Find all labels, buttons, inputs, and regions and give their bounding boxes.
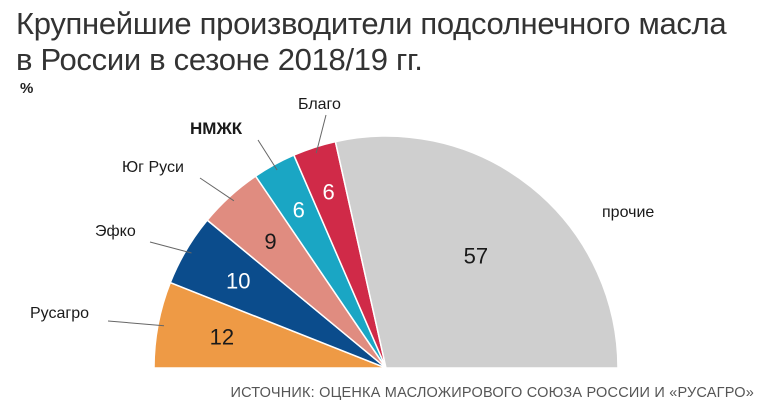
leader-line-нмжк [257, 139, 278, 171]
chart-title: Крупнейшие производители подсолнечного м… [16, 6, 756, 78]
value-label-русагро: 12 [210, 325, 234, 350]
value-label-благо: 6 [322, 180, 334, 205]
category-label-нмжк: НМЖК [190, 119, 243, 138]
unit-label: % [20, 80, 34, 97]
leader-line-благо [315, 114, 327, 154]
value-label-юг-руси: 9 [264, 229, 276, 254]
category-label-эфко: Эфко [95, 223, 136, 240]
source-note: ИСТОЧНИК: ОЦЕНКА МАСЛОЖИРОВОГО СОЮЗА РОС… [230, 385, 754, 401]
chart-title-line-1: Крупнейшие производители подсолнечного м… [16, 6, 727, 41]
category-label-прочие: прочие [602, 204, 654, 221]
leader-line-юг-руси [199, 177, 235, 202]
category-label-русагро: Русагро [30, 305, 89, 322]
category-label-благо: Благо [298, 96, 341, 113]
value-label-эфко: 10 [226, 269, 250, 294]
value-label-нмжк: 6 [293, 197, 305, 222]
leader-line-русагро [107, 320, 165, 327]
leader-lines-group [107, 114, 327, 327]
slices-group [153, 135, 619, 369]
labels-group: 12 Русагро 10 Эфко 9 Юг Руси 6 НМЖК 6 Благо 57 проч… [30, 96, 654, 350]
chart-title-line-2: в России в сезоне 2018/19 гг. [16, 42, 423, 77]
leader-line-эфко [149, 241, 192, 254]
value-label-прочие: 57 [464, 244, 488, 269]
slice-прочие [334, 135, 619, 369]
category-label-юг-руси: Юг Руси [122, 159, 184, 176]
